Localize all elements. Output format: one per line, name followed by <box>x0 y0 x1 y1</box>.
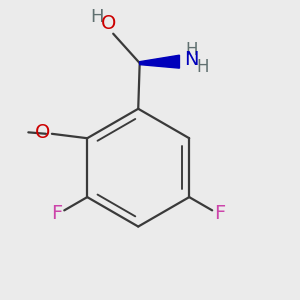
Text: H: H <box>196 58 209 76</box>
Text: H: H <box>185 41 198 59</box>
Text: N: N <box>184 50 198 69</box>
Polygon shape <box>140 55 179 68</box>
Text: H: H <box>90 8 104 26</box>
Text: F: F <box>214 204 225 223</box>
Text: F: F <box>51 204 62 223</box>
Text: O: O <box>35 123 50 142</box>
Text: O: O <box>101 14 116 33</box>
